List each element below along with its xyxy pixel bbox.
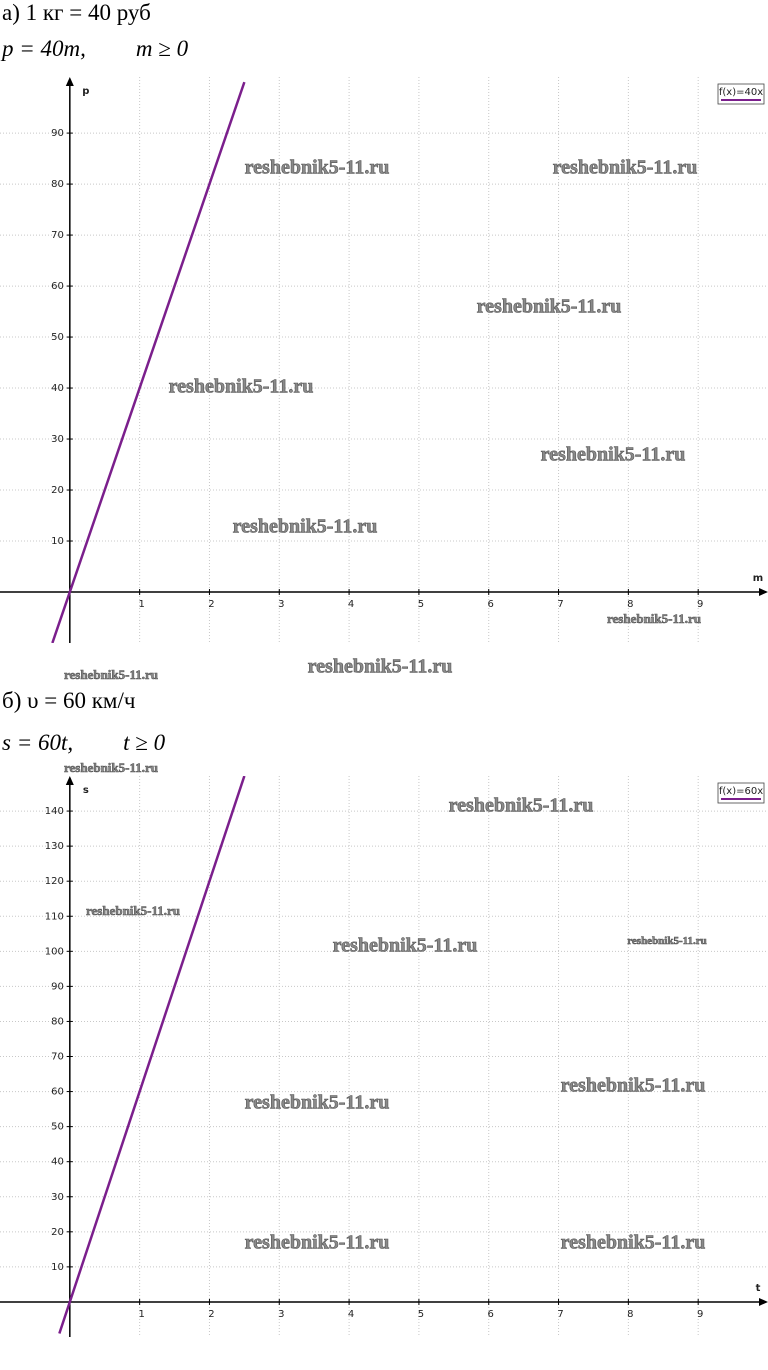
x-tick-label: 6 xyxy=(488,1309,494,1320)
part-a-formula: p = 40m, m ≥ 0 xyxy=(2,36,188,62)
condition: t ≥ 0 xyxy=(123,730,166,755)
x-tick-label: 4 xyxy=(348,1309,354,1320)
x-tick-label: 1 xyxy=(138,1309,144,1320)
y-tick-label: 80 xyxy=(51,1016,64,1027)
condition: m ≥ 0 xyxy=(135,36,189,61)
x-tick-label: 5 xyxy=(418,599,424,610)
y-tick-label: 120 xyxy=(45,876,64,887)
x-tick-label: 9 xyxy=(697,599,703,610)
x-tick-label: 7 xyxy=(557,599,563,610)
y-tick-label: 100 xyxy=(45,946,64,957)
x-tick-label: 8 xyxy=(627,1309,633,1320)
y-tick-label: 110 xyxy=(45,911,64,922)
x-tick-label: 4 xyxy=(348,599,354,610)
x-axis-label: t xyxy=(756,1283,761,1294)
x-tick-label: 7 xyxy=(557,1309,563,1320)
y-axis-arrow xyxy=(65,776,74,785)
x-tick-label: 8 xyxy=(627,599,633,610)
y-tick-label: 10 xyxy=(51,536,64,547)
formula: p = 40m, xyxy=(2,36,86,61)
y-tick-label: 30 xyxy=(51,1192,64,1203)
y-tick-label: 130 xyxy=(45,841,64,852)
x-tick-label: 3 xyxy=(278,599,284,610)
part-b-formula: s = 60t, t ≥ 0 xyxy=(2,730,165,756)
y-tick-label: 40 xyxy=(51,1157,64,1168)
watermark: reshebnik5-11.ru xyxy=(63,667,159,683)
watermark: reshebnik5-11.ru xyxy=(63,760,159,776)
y-tick-label: 80 xyxy=(51,179,64,190)
y-tick-label: 60 xyxy=(51,281,64,292)
x-tick-label: 3 xyxy=(278,1309,284,1320)
y-tick-label: 90 xyxy=(51,981,64,992)
y-tick-label: 50 xyxy=(51,332,64,343)
y-tick-label: 70 xyxy=(51,230,64,241)
y-tick-label: 20 xyxy=(51,485,64,496)
y-tick-label: 90 xyxy=(51,128,64,139)
y-axis-arrow xyxy=(65,77,74,86)
y-tick-label: 50 xyxy=(51,1122,64,1133)
x-tick-label: 2 xyxy=(208,1309,214,1320)
x-tick-label: 6 xyxy=(488,599,494,610)
y-tick-label: 140 xyxy=(45,806,64,817)
x-tick-label: 9 xyxy=(697,1309,703,1320)
part-b-heading: б) υ = 60 км/ч xyxy=(2,688,136,713)
y-tick-label: 20 xyxy=(51,1227,64,1238)
data-line xyxy=(58,776,246,1334)
x-tick-label: 2 xyxy=(208,599,214,610)
x-axis-arrow xyxy=(759,1297,768,1306)
y-tick-label: 40 xyxy=(51,383,64,394)
y-axis-label: p xyxy=(82,86,89,97)
x-axis-arrow xyxy=(759,588,768,597)
x-tick-label: 1 xyxy=(138,599,144,610)
y-tick-label: 10 xyxy=(51,1262,64,1273)
y-tick-label: 30 xyxy=(51,434,64,445)
part-a-heading: а) 1 кг = 40 руб xyxy=(2,0,151,25)
chart: 1 2 3 4 5 6 7 8 9 10 20 30 40 50 60 70 80 90 100 110 120 130 1… xyxy=(0,776,768,1337)
chart: 1 2 3 4 5 6 7 8 9 10 20 30 40 50 60 70 80 90 m p f(x)=40x xyxy=(0,77,768,643)
data-line xyxy=(51,81,246,643)
y-axis-label: s xyxy=(83,785,89,796)
y-tick-label: 60 xyxy=(51,1087,64,1098)
watermark: reshebnik5-11.ru xyxy=(307,655,453,678)
legend-label: f(x)=60x xyxy=(719,786,763,797)
x-tick-label: 5 xyxy=(418,1309,424,1320)
y-tick-label: 70 xyxy=(51,1052,64,1063)
x-axis-label: m xyxy=(753,573,763,584)
legend-label: f(x)=40x xyxy=(719,87,763,98)
formula: s = 60t, xyxy=(2,730,74,755)
